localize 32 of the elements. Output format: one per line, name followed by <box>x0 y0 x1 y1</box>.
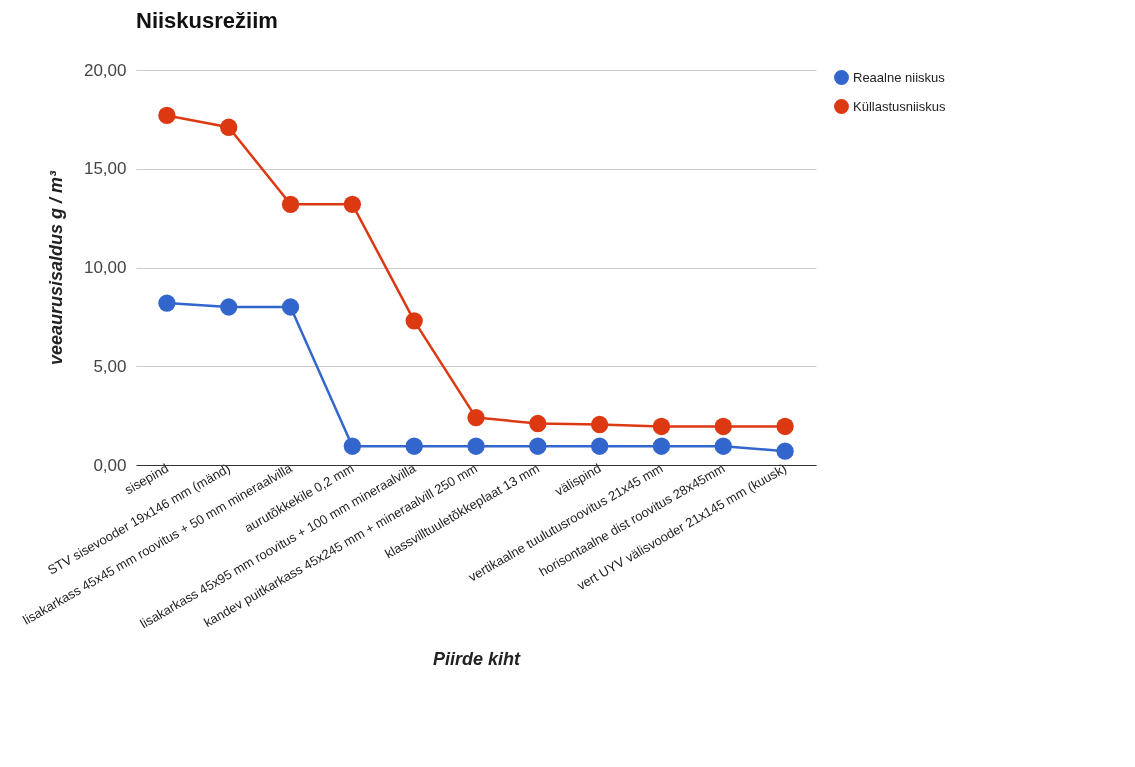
y-tick-label: 5,00 <box>93 356 127 376</box>
legend-label: Reaalne niiskus <box>853 69 946 85</box>
point <box>158 294 176 312</box>
y-tick-label: 20,00 <box>83 60 127 80</box>
point <box>529 414 547 433</box>
point <box>529 437 547 455</box>
point <box>281 298 300 316</box>
legend-label: Küllastusniiskus <box>853 98 946 114</box>
y-tick-label: 10,00 <box>83 258 127 277</box>
y-tick-label: 15,00 <box>83 159 127 179</box>
point <box>652 417 671 436</box>
point <box>714 417 732 436</box>
point <box>776 417 794 436</box>
y-tick-label: 0,00 <box>93 455 127 475</box>
point <box>714 437 732 455</box>
x-axis-title: Piirde kiht <box>432 649 522 670</box>
point <box>343 195 362 213</box>
point <box>652 437 671 455</box>
y-axis-title: veeaurusisaldus g / m³ <box>45 169 66 366</box>
point <box>405 437 423 455</box>
point <box>405 312 423 330</box>
point <box>467 408 485 427</box>
point <box>776 442 794 460</box>
point <box>281 195 300 213</box>
point <box>220 118 238 136</box>
point <box>590 415 609 434</box>
point <box>590 437 609 455</box>
chart-title: Niiskusrežiim <box>136 8 278 33</box>
point <box>158 106 176 125</box>
point <box>220 298 238 316</box>
point <box>343 437 362 455</box>
point <box>467 437 485 455</box>
